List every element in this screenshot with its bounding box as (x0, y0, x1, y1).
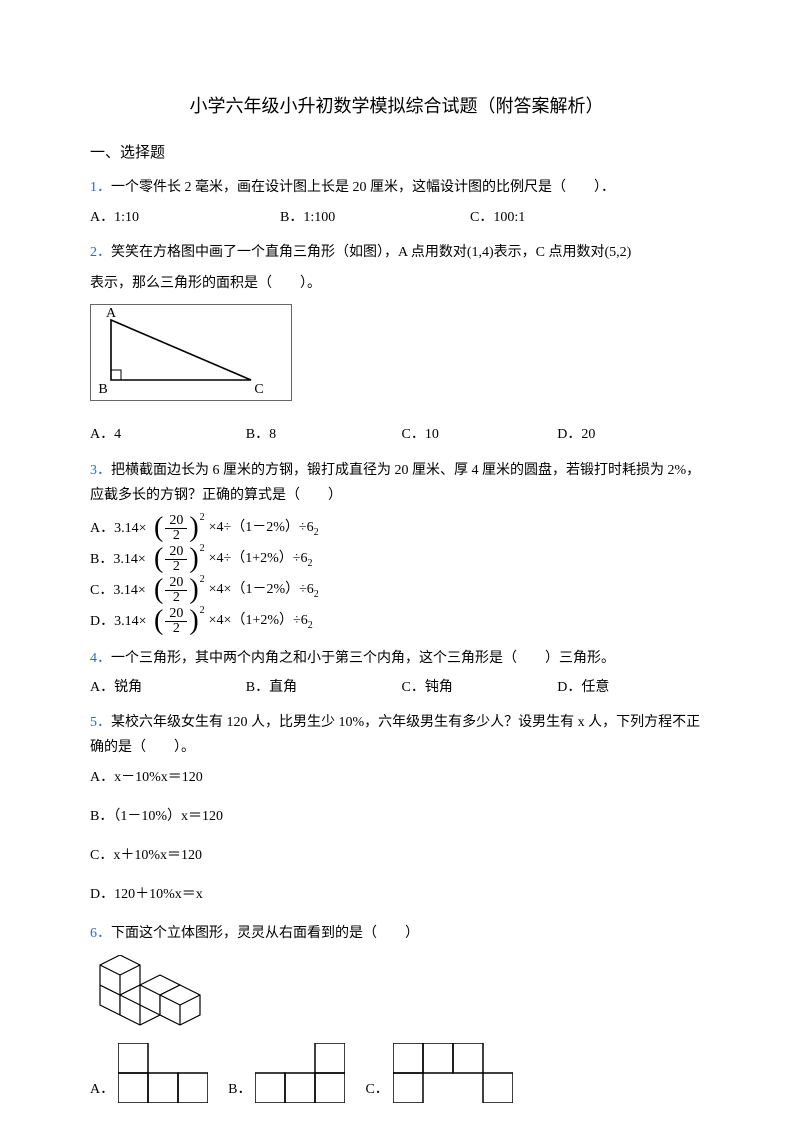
question-2: 2．笑笑在方格图中画了一个直角三角形（如图），A 点用数对(1,4)表示，C 点… (90, 240, 703, 448)
qtext: 一个三角形，其中两个内角之和小于第三个内角，这个三角形是（ ）三角形。 (111, 651, 615, 666)
coord-a: (1,4) (467, 245, 494, 260)
triangle-svg: A B C (91, 305, 291, 400)
opt-d: D．3.14× (202)2 ×4×（1+2%）÷62 (90, 607, 703, 636)
qtext: 下面这个立体图形，灵灵从右面看到的是（ ） (111, 926, 419, 941)
exp: 2 (200, 509, 205, 527)
svg-text:B: B (98, 382, 107, 397)
options: A． B． C． (90, 1043, 703, 1103)
opt-b: B．直角 (246, 675, 392, 700)
label-a: A． (90, 1077, 114, 1102)
qtext: 把横截面边长为 6 厘米的方钢，锻打成直径为 20 厘米、厚 4 厘米的圆盘，若… (90, 463, 700, 503)
opt-b: B．3.14× (202)2 ×4÷（1+2%）÷62 (90, 545, 703, 574)
solid-svg (90, 955, 210, 1035)
section-heading: 一、选择题 (90, 140, 703, 167)
options: A．1:10 B．1:100 C．100:1 (90, 205, 703, 230)
frac-den: 2 (169, 622, 184, 636)
opt-a: A． (90, 1043, 208, 1103)
opt-b: B．8 (246, 422, 392, 447)
sub: 2 (314, 589, 319, 600)
frac-den: 2 (169, 529, 184, 543)
label-b: B． (228, 1077, 251, 1102)
frac-num: 20 (165, 576, 187, 591)
frac-den: 2 (169, 560, 184, 574)
qnum: 1． (90, 180, 111, 195)
options: A．x－10%x＝120 B．（1－10%）x＝120 C．x＋10%x＝120… (90, 765, 703, 912)
prefix: 3.14× (114, 521, 146, 536)
page-title: 小学六年级小升初数学模拟综合试题（附答案解析） (90, 90, 703, 122)
label-c: C． (365, 1077, 388, 1102)
question-6: 6．下面这个立体图形，灵灵从右面看到的是（ ） (90, 921, 703, 1102)
frac-num: 20 (165, 545, 187, 560)
qtext-line2: 表示，那么三角形的面积是（ ）。 (90, 271, 703, 296)
opt-b: B．（1－10%）x＝120 (90, 804, 397, 829)
label-d: D． (90, 614, 114, 629)
opt-d: D．20 (557, 422, 703, 447)
exp: 2 (200, 571, 205, 589)
sub: 2 (314, 527, 319, 538)
fig-b-svg (255, 1043, 345, 1103)
prefix: 3.14× (114, 614, 146, 629)
opt-a: A．x－10%x＝120 (90, 765, 397, 790)
tail: ×4÷（1－2%）÷6 (209, 520, 314, 535)
sub: 2 (308, 620, 313, 631)
frac-num: 20 (165, 607, 187, 622)
question-1: 1．一个零件长 2 毫米，画在设计图上长是 20 厘米，这幅设计图的比例尺是（ … (90, 175, 703, 229)
qtext: 一个零件长 2 毫米，画在设计图上长是 20 厘米，这幅设计图的比例尺是（ ）． (111, 180, 615, 195)
svg-text:C: C (254, 382, 263, 397)
qnum: 2． (90, 245, 111, 260)
qnum: 4． (90, 651, 111, 666)
qnum: 6． (90, 926, 111, 941)
tail: ×4×（1+2%）÷6 (209, 613, 308, 628)
frac-num: 20 (165, 514, 187, 529)
opt-c: C．100:1 (470, 205, 650, 230)
tail: ×4÷（1+2%）÷6 (209, 551, 308, 566)
opt-c: C．x＋10%x＝120 (90, 843, 397, 868)
question-3: 3．把横截面边长为 6 厘米的方钢，锻打成直径为 20 厘米、厚 4 厘米的圆盘… (90, 458, 703, 636)
options: A．4 B．8 C．10 D．20 (90, 422, 703, 447)
label-c: C． (90, 583, 113, 598)
opt-a: A．4 (90, 422, 236, 447)
frac-den: 2 (169, 591, 184, 605)
opt-c: C． (365, 1043, 512, 1103)
options: A．锐角 B．直角 C．钝角 D．任意 (90, 675, 703, 700)
coord-c: (5,2) (605, 245, 632, 260)
question-4: 4．一个三角形，其中两个内角之和小于第三个内角，这个三角形是（ ）三角形。 A．… (90, 646, 703, 700)
opt-d: D．任意 (557, 675, 703, 700)
fig-c-svg (393, 1043, 513, 1103)
opt-a: A．锐角 (90, 675, 236, 700)
qtext: 某校六年级女生有 120 人，比男生少 10%，六年级男生有多少人？设男生有 x… (90, 715, 700, 755)
opt-c: C．3.14× (202)2 ×4×（1－2%）÷62 (90, 576, 703, 605)
prefix: 3.14× (113, 552, 145, 567)
prefix: 3.14× (113, 583, 145, 598)
opt-c: C．钝角 (402, 675, 548, 700)
qnum: 3． (90, 463, 111, 478)
question-5: 5．某校六年级女生有 120 人，比男生少 10%，六年级男生有多少人？设男生有… (90, 710, 703, 911)
opt-d: D．120＋10%x＝x (90, 882, 397, 907)
sub: 2 (307, 558, 312, 569)
qtext: 表示，C 点用数对 (494, 245, 605, 260)
tail: ×4×（1－2%）÷6 (209, 582, 314, 597)
opt-c: C．10 (402, 422, 548, 447)
opt-a: A．3.14× (202)2 ×4÷（1－2%）÷62 (90, 514, 703, 543)
qtext: 笑笑在方格图中画了一个直角三角形（如图），A 点用数对 (111, 245, 467, 260)
exp: 2 (200, 540, 205, 558)
opt-b: B．1:100 (280, 205, 460, 230)
svg-text:A: A (106, 306, 117, 321)
label-b: B． (90, 552, 113, 567)
opt-a: A．1:10 (90, 205, 270, 230)
triangle-figure: A B C (90, 304, 292, 401)
opt-b: B． (228, 1043, 345, 1103)
exp: 2 (200, 602, 205, 620)
fig-a-svg (118, 1043, 208, 1103)
solid-figure (90, 955, 703, 1035)
qnum: 5． (90, 715, 111, 730)
label-a: A． (90, 521, 114, 536)
